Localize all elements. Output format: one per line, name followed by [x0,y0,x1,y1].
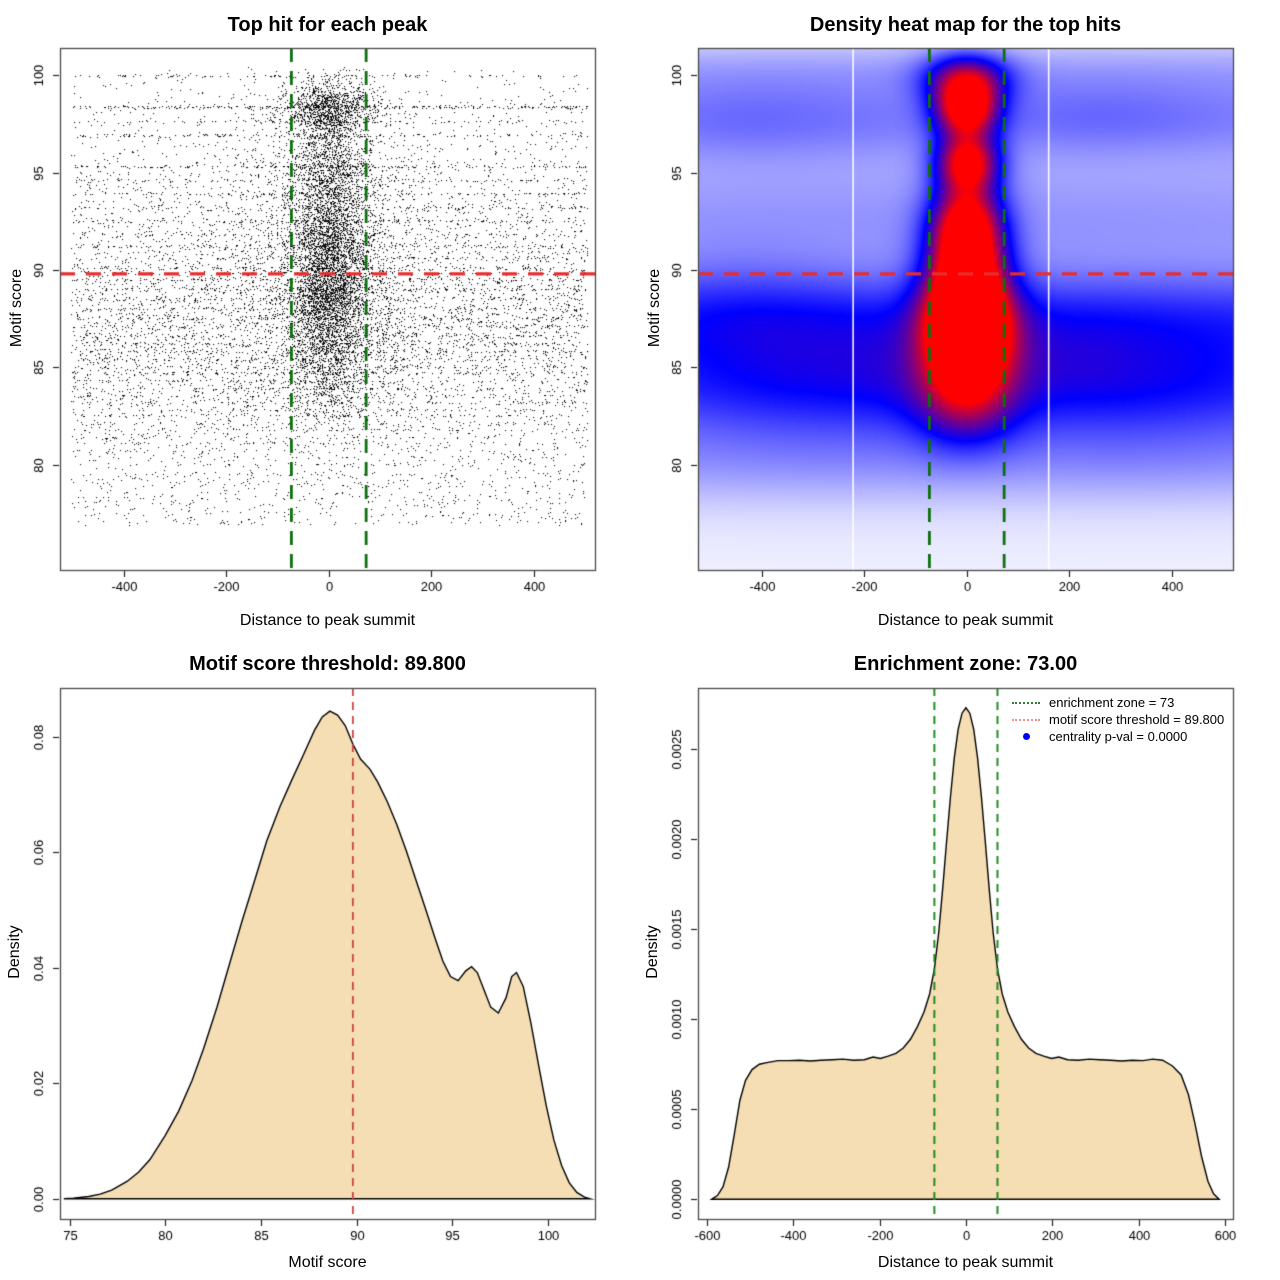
legend-item-centrality-pval: centrality p-val = 0.0000 [1012,728,1224,745]
plot-legend: enrichment zone = 73 motif score thresho… [1012,694,1224,745]
scatter-ylabel: Motif score [8,268,25,348]
score-density-title: Motif score threshold: 89.800 [189,653,466,675]
scatter-title: Top hit for each peak [227,14,428,36]
heatmap-title: Density heat map for the top hits [809,14,1122,36]
scatter-xlabel: Distance to peak summit [239,612,416,629]
summit-density-ylabel: Density [644,925,661,979]
blue-point-icon [1012,733,1040,740]
score-density-xlabel: Motif score [288,1254,367,1271]
summit-density-title: Enrichment zone: 73.00 [853,653,1078,675]
legend-item-score-threshold: motif score threshold = 89.800 [1012,711,1224,728]
heatmap-xlabel: Distance to peak summit [877,612,1054,629]
score-density-ylabel: Density [6,925,23,979]
legend-item-enrichment-zone: enrichment zone = 73 [1012,694,1224,711]
red-dotted-line-icon [1012,718,1040,721]
summit-density-xlabel: Distance to peak summit [877,1254,1054,1271]
green-dotted-line-icon [1012,701,1040,704]
heatmap-ylabel: Motif score [646,268,663,348]
